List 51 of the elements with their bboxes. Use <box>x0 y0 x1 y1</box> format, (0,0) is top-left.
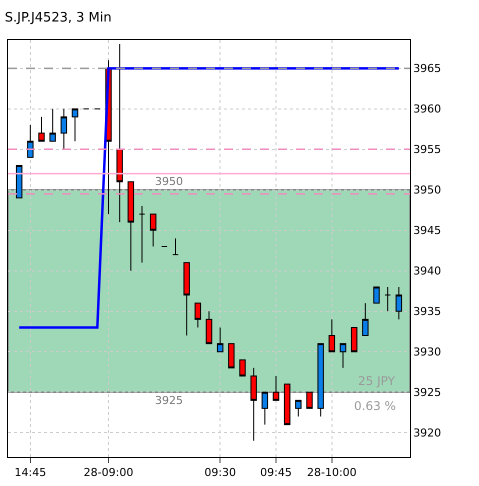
candlestick <box>206 310 212 344</box>
y-tick-label: 3965 <box>413 62 442 76</box>
annotation: 25 JPY <box>358 374 396 388</box>
candlestick <box>172 238 179 256</box>
candlestick <box>328 318 336 352</box>
y-tick-label: 3950 <box>413 184 442 197</box>
candlestick <box>60 108 68 150</box>
candlestick <box>183 262 190 336</box>
candlestick <box>262 392 268 426</box>
candlestick <box>138 205 146 264</box>
annotation: 3925 <box>155 394 183 407</box>
x-tick-label: 09:30 <box>204 466 236 480</box>
y-tick-label: 3940 <box>413 264 442 278</box>
candlestick <box>362 302 369 336</box>
candlestick <box>306 392 313 409</box>
candlestick <box>384 286 391 312</box>
y-tick-label: 3935 <box>413 305 442 318</box>
candlestick <box>16 165 22 198</box>
candlestick <box>27 124 34 158</box>
candlestick <box>72 108 78 142</box>
annotation: 0.63 % <box>354 399 396 413</box>
candlestick <box>272 376 280 401</box>
candlestick <box>216 326 224 352</box>
candlestick <box>373 286 380 304</box>
y-tick-label: 3925 <box>413 386 442 400</box>
candlestick <box>38 116 45 142</box>
y-tick-label: 3960 <box>413 102 442 116</box>
candlestick <box>250 367 257 442</box>
candlestick <box>239 359 246 377</box>
candlestick <box>317 343 324 418</box>
chart-title: S.JP.J4523, 3 Min <box>4 10 112 26</box>
x-tick-label: 14:45 <box>14 466 46 480</box>
x-tick-label: 09:45 <box>260 466 292 480</box>
candlestick <box>49 108 56 142</box>
y-tick-label: 3945 <box>413 224 442 238</box>
candlestick <box>396 286 402 320</box>
candlestick <box>295 400 302 418</box>
candlestick <box>284 384 290 426</box>
x-tick-label: 28-10:00 <box>306 466 357 480</box>
candlestick <box>340 343 346 368</box>
annotation: 3950 <box>155 175 183 188</box>
candlestick <box>194 302 202 328</box>
y-tick-label: 3920 <box>413 426 442 440</box>
candlestick <box>116 44 123 223</box>
x-tick-label: 28-09:00 <box>84 466 134 480</box>
y-tick-label: 3955 <box>413 143 442 156</box>
y-tick-label: 3930 <box>413 346 442 359</box>
candlestick <box>128 181 134 272</box>
candlestick <box>350 326 358 352</box>
candlestick <box>228 343 235 368</box>
candlestick <box>150 214 156 247</box>
